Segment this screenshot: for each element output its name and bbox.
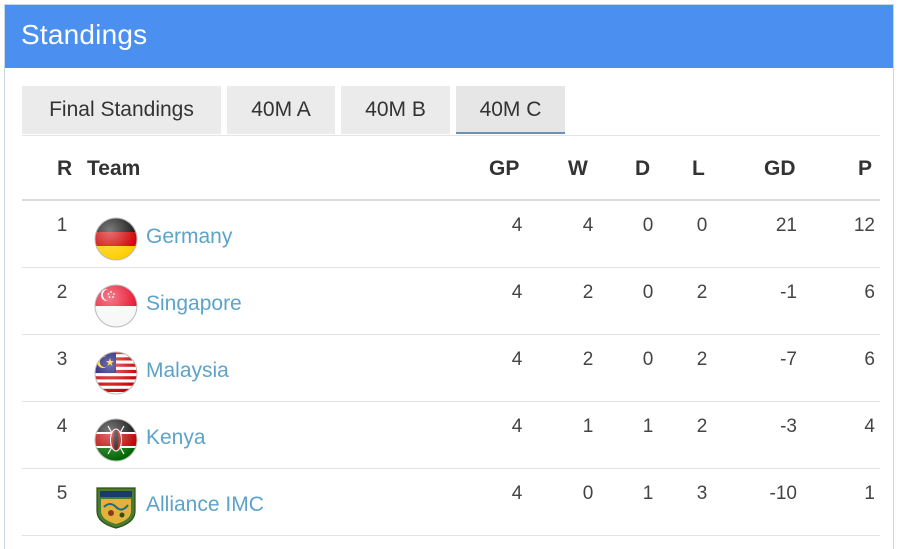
- gd-cell: -3: [780, 416, 797, 437]
- gd-cell: -7: [780, 349, 797, 370]
- col-l-header: L: [692, 157, 705, 180]
- malaysia-flag-icon: [94, 351, 138, 395]
- rank-cell: 5: [56, 483, 68, 504]
- gd-cell: -1: [780, 282, 797, 303]
- d-cell: 1: [642, 416, 654, 437]
- panel-title: Standings: [21, 19, 148, 50]
- l-cell: 3: [696, 483, 708, 504]
- panel-header: Standings: [5, 5, 893, 68]
- col-p-header: P: [858, 157, 873, 180]
- w-cell: 4: [582, 215, 594, 236]
- standings-panel: Standings Final Standings 40M A 40M B 40…: [4, 4, 894, 549]
- table-row: 2 Singapore 4 2 0 2 -1 6: [22, 268, 880, 335]
- l-cell: 2: [696, 416, 708, 437]
- w-cell: 0: [582, 483, 594, 504]
- team-link[interactable]: Alliance IMC: [146, 493, 264, 516]
- col-gp-header: GP: [489, 157, 520, 180]
- col-w-header: W: [568, 157, 588, 180]
- d-cell: 0: [642, 282, 654, 303]
- header-divider: [22, 199, 880, 201]
- kenya-flag-icon: [94, 418, 138, 462]
- table-row: 3 Malaysia 4 2 0: [22, 335, 880, 402]
- w-cell: 2: [582, 282, 594, 303]
- points-cell: 12: [853, 215, 875, 236]
- team-link[interactable]: Malaysia: [146, 359, 229, 382]
- rank-cell: 3: [56, 349, 68, 370]
- w-cell: 1: [582, 416, 594, 437]
- col-gd-header: GD: [764, 157, 796, 180]
- team-link[interactable]: Singapore: [146, 292, 242, 315]
- gp-cell: 4: [511, 349, 523, 370]
- alliance-logo-icon: [96, 487, 136, 529]
- table-header: R Team GP W D L GD P: [5, 157, 893, 197]
- d-cell: 0: [642, 349, 654, 370]
- l-cell: 2: [696, 282, 708, 303]
- tabs-divider: [22, 135, 880, 136]
- gd-cell: 21: [775, 215, 797, 236]
- tab-40m-b[interactable]: 40M B: [341, 86, 450, 134]
- rank-cell: 4: [56, 416, 68, 437]
- germany-flag-icon: [94, 217, 138, 261]
- tab-40m-c[interactable]: 40M C: [456, 86, 565, 134]
- points-cell: 4: [864, 416, 875, 437]
- table-row: 5 Alliance IMC 4 0 1 3 -10 1: [22, 469, 880, 536]
- singapore-flag-icon: [94, 284, 138, 328]
- l-cell: 0: [696, 215, 708, 236]
- col-rank-header: R: [57, 157, 73, 180]
- rank-cell: 2: [56, 282, 68, 303]
- rank-cell: 1: [56, 215, 68, 236]
- gp-cell: 4: [511, 215, 523, 236]
- col-d-header: D: [635, 157, 651, 180]
- table-row: 4 Kenya 4 1 1 2 -3 4: [22, 402, 880, 469]
- tab-final-standings[interactable]: Final Standings: [22, 86, 221, 134]
- team-link[interactable]: Germany: [146, 225, 233, 248]
- table-row: 1 Germany 4 4 0 0 21 12: [22, 201, 880, 268]
- w-cell: 2: [582, 349, 594, 370]
- d-cell: 0: [642, 215, 654, 236]
- l-cell: 2: [696, 349, 708, 370]
- gd-cell: -10: [769, 483, 797, 504]
- gp-cell: 4: [511, 416, 523, 437]
- tab-40m-a[interactable]: 40M A: [227, 86, 335, 134]
- col-team-header: Team: [87, 157, 141, 180]
- gp-cell: 4: [511, 282, 523, 303]
- team-link[interactable]: Kenya: [146, 426, 206, 449]
- points-cell: 1: [864, 483, 875, 504]
- d-cell: 1: [642, 483, 654, 504]
- points-cell: 6: [864, 282, 875, 303]
- gp-cell: 4: [511, 483, 523, 504]
- points-cell: 6: [864, 349, 875, 370]
